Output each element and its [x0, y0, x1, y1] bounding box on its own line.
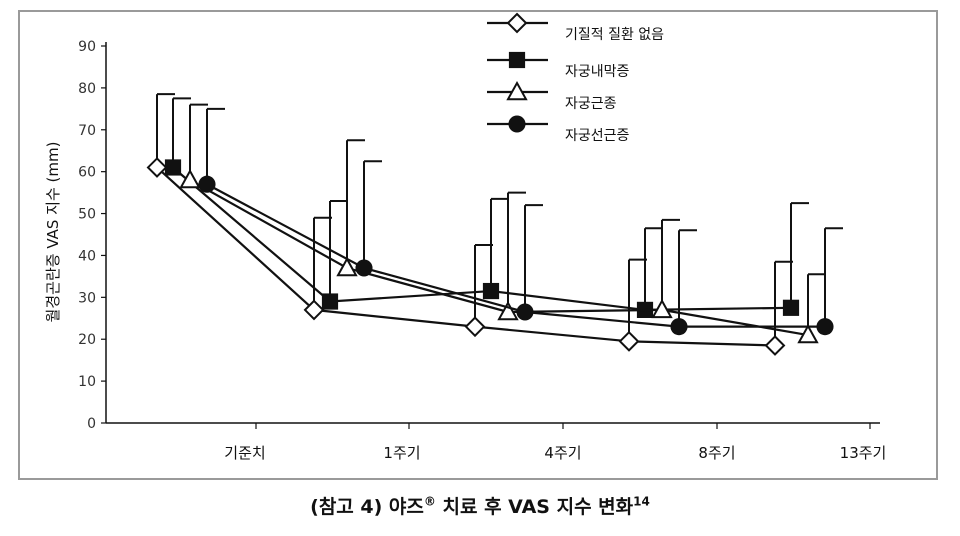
y-tick-label: 40 — [78, 248, 96, 264]
legend-marker — [506, 12, 528, 34]
y-axis-label: 월경곤란증 VAS 지수 (mm) — [44, 142, 62, 323]
series-2 — [164, 97, 809, 318]
data-point — [651, 298, 673, 319]
series-4 — [198, 107, 843, 336]
data-point — [618, 330, 640, 352]
y-tick-label: 80 — [78, 81, 96, 97]
series-line — [206, 183, 825, 328]
x-tick-label: 기준치 — [224, 444, 265, 462]
y-tick-label: 10 — [78, 374, 96, 390]
data-point — [482, 282, 500, 300]
legend-label: 자궁선근증 — [565, 128, 630, 144]
data-point — [516, 303, 534, 321]
figure-caption: (참고 4) 야즈® 치료 후 VAS 지수 변화14 — [0, 492, 960, 519]
y-tick-label: 30 — [78, 290, 96, 306]
legend-marker — [506, 80, 528, 101]
x-tick-label: 13주기 — [840, 444, 887, 462]
series-line — [189, 179, 809, 337]
y-tick-label: 20 — [78, 332, 96, 348]
series-1 — [146, 93, 793, 356]
data-point — [797, 323, 819, 344]
data-point — [782, 299, 800, 316]
caption-text-2: 치료 후 VAS 지수 변화 — [435, 496, 634, 518]
data-point — [336, 256, 358, 277]
series-3 — [179, 103, 826, 344]
y-tick-label: 60 — [78, 165, 96, 181]
caption-superscript: 14 — [633, 494, 650, 509]
data-point — [321, 293, 339, 310]
series-line — [172, 166, 792, 312]
y-tick-label: 0 — [87, 416, 96, 432]
legend-marker — [508, 115, 526, 133]
legend-label: 기질적 질환 없음 — [565, 27, 664, 43]
data-point — [670, 318, 688, 336]
data-point — [464, 316, 486, 338]
registered-mark: ® — [423, 494, 436, 509]
legend-label: 자궁내막증 — [565, 64, 630, 80]
x-tick-label: 1주기 — [383, 444, 420, 462]
x-tick-label: 8주기 — [698, 444, 735, 462]
data-point — [303, 299, 325, 321]
y-tick-label: 50 — [78, 207, 96, 223]
data-point — [816, 318, 834, 336]
legend-label: 자궁근종 — [565, 96, 617, 112]
data-point — [764, 335, 786, 356]
y-tick-label: 70 — [78, 123, 96, 139]
legend-marker — [508, 51, 526, 69]
data-point — [146, 157, 168, 178]
data-point — [164, 159, 182, 176]
data-point — [198, 175, 216, 193]
x-tick-label: 4주기 — [544, 444, 581, 462]
data-point — [497, 300, 519, 321]
data-point — [355, 259, 373, 277]
y-tick-label: 90 — [78, 39, 96, 55]
data-point — [179, 168, 201, 189]
caption-text: (참고 4) 야즈 — [310, 496, 424, 518]
